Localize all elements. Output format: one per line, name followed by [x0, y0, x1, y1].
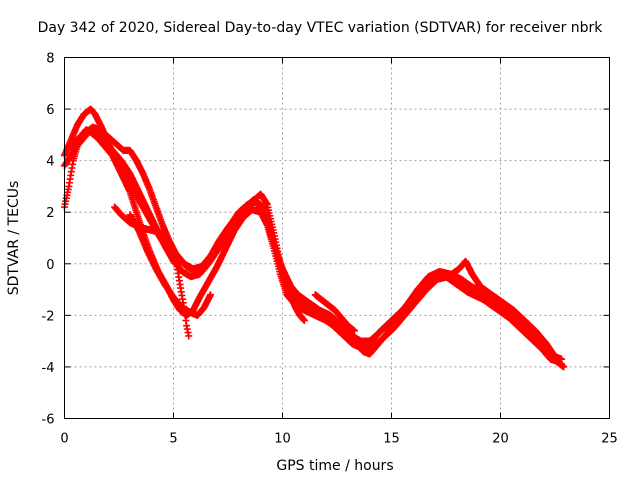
series-track-7 — [279, 265, 308, 325]
x-tick-label: 10 — [274, 432, 291, 447]
series-track-8 — [311, 291, 358, 335]
data-point — [560, 363, 568, 371]
x-tick-label: 0 — [60, 432, 68, 447]
x-tick-label: 20 — [492, 432, 509, 447]
series-track-4 — [63, 123, 566, 363]
data-point — [300, 317, 308, 325]
x-tick-label: 15 — [383, 432, 400, 447]
y-tick-label: 4 — [46, 155, 54, 170]
y-axis-label: SDTVAR / TECUs — [6, 181, 22, 296]
data-point — [350, 327, 358, 335]
y-tick-label: 8 — [46, 52, 54, 67]
chart-title: Day 342 of 2020, Sidereal Day-to-day VTE… — [38, 20, 604, 36]
y-tick-label: -6 — [42, 413, 55, 428]
y-tick-label: -4 — [42, 361, 55, 376]
data-point — [558, 355, 566, 363]
y-tick-label: 2 — [46, 206, 54, 221]
x-tick-label: 5 — [169, 432, 177, 447]
y-tick-label: 6 — [46, 103, 54, 118]
data-point — [185, 332, 193, 340]
y-tick-label: 0 — [46, 258, 54, 273]
plot-area — [61, 105, 568, 371]
x-axis-label: GPS time / hours — [276, 458, 393, 474]
y-tick-label: -2 — [42, 309, 55, 324]
series-track-6 — [126, 211, 215, 319]
x-tick-label: 25 — [601, 432, 618, 447]
data-point — [207, 291, 215, 299]
plot-frame — [64, 57, 610, 419]
